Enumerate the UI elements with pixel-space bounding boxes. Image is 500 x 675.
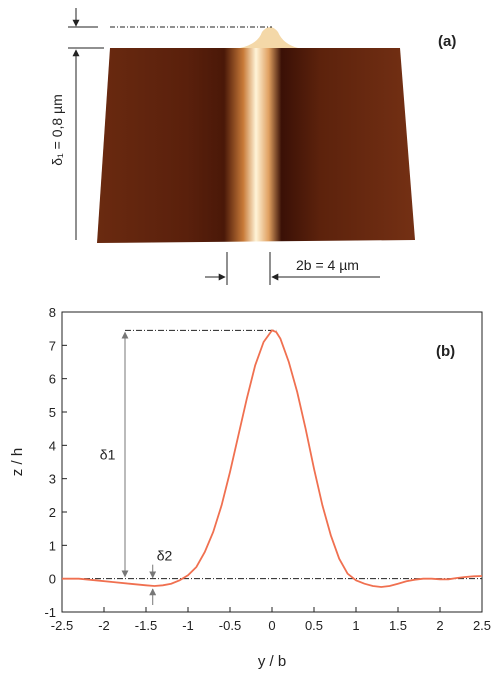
- delta1-annotation: δ₁ = 0,8 µm: [49, 94, 65, 166]
- panel-a-label: (a): [438, 33, 456, 50]
- x-axis: -2.5 -2 -1.5 -1 -0.5 0 0.5 1 1.5 2 2.5: [51, 607, 491, 633]
- x-tick-label: -0.5: [219, 618, 241, 633]
- x-tick-label: 1: [352, 618, 359, 633]
- y-tick-label: -1: [44, 605, 56, 620]
- ridge-peak: [240, 27, 298, 48]
- x-tick-label: -2: [98, 618, 110, 633]
- y-tick-label: 1: [49, 538, 56, 553]
- x-tick-label: 1.5: [389, 618, 407, 633]
- y-tick-label: 4: [49, 438, 56, 453]
- delta2-label: δ2: [157, 548, 173, 564]
- width-annotation: 2b = 4 µm: [296, 257, 359, 273]
- y-tick-label: 6: [49, 372, 56, 387]
- y-tick-label: 0: [49, 572, 56, 587]
- x-tick-label: -2.5: [51, 618, 73, 633]
- x-tick-label: 0: [268, 618, 275, 633]
- x-tick-label: 2: [436, 618, 443, 633]
- series-line: [62, 329, 483, 588]
- x-tick-label: 2.5: [473, 618, 491, 633]
- y-tick-label: 3: [49, 472, 56, 487]
- panel-a: δ₁ = 0,8 µm 2b = 4 µm (a): [49, 8, 456, 285]
- surface-image: [97, 48, 415, 243]
- delta1-label: δ1: [100, 447, 116, 463]
- x-axis-title: y / b: [258, 653, 286, 670]
- y-tick-label: 2: [49, 505, 56, 520]
- panel-b: -2.5 -2 -1.5 -1 -0.5 0 0.5 1 1.5 2 2.5 -1 0 1 2 3 4 5 6 7 8…: [9, 305, 491, 670]
- y-axis: -1 0 1 2 3 4 5 6 7 8: [44, 305, 67, 620]
- x-tick-label: -1.5: [135, 618, 157, 633]
- x-tick-label: 0.5: [305, 618, 323, 633]
- y-tick-label: 7: [49, 338, 56, 353]
- x-tick-label: -1: [182, 618, 194, 633]
- y-tick-label: 5: [49, 405, 56, 420]
- panel-b-label: (b): [436, 343, 455, 360]
- y-axis-title: z / h: [9, 448, 26, 476]
- y-tick-label: 8: [49, 305, 56, 320]
